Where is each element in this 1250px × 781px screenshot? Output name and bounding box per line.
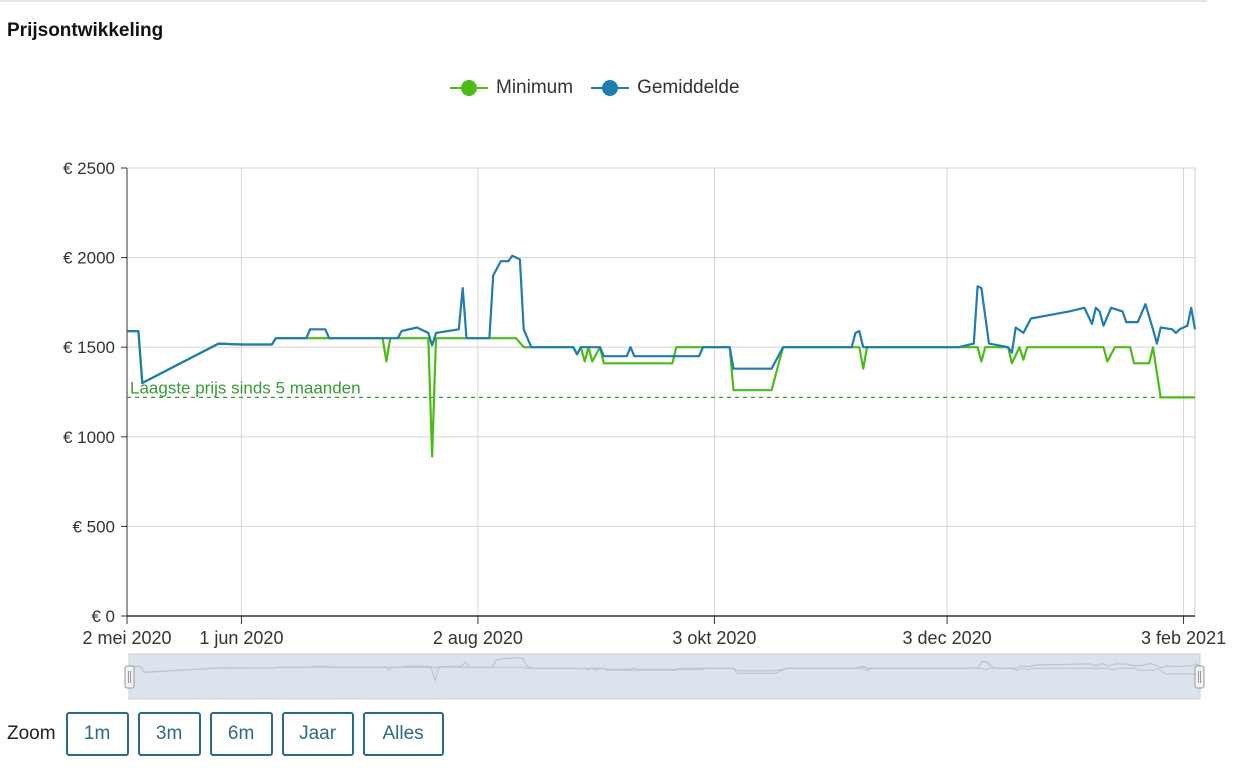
legend-item-gemiddelde[interactable]: Gemiddelde <box>591 76 740 100</box>
legend-item-minimum[interactable]: Minimum <box>450 76 573 100</box>
x-tick-label: 3 dec 2020 <box>903 628 992 648</box>
y-tick-label: € 2500 <box>63 159 115 178</box>
y-tick-label: € 2000 <box>63 249 115 268</box>
y-tick-label: € 1500 <box>63 338 115 357</box>
navigator-right-handle[interactable] <box>1194 665 1205 689</box>
y-tick-label: € 500 <box>72 517 115 536</box>
legend-marker-gemiddelde <box>602 80 619 96</box>
top-divider <box>0 0 1207 2</box>
legend-label-minimum: Minimum <box>496 77 574 98</box>
lowest-price-label: Laagste prijs sinds 5 maanden <box>130 378 361 397</box>
legend-marker-minimum <box>461 80 477 96</box>
x-tick-label: 2 aug 2020 <box>433 628 523 648</box>
navigator-left-handle[interactable] <box>124 665 135 689</box>
x-tick-label: 2 mei 2020 <box>82 628 171 648</box>
x-tick-label: 3 feb 2021 <box>1141 628 1226 648</box>
y-tick-label: € 1000 <box>63 428 115 447</box>
navigator-series <box>129 657 1201 674</box>
x-tick-label: 3 okt 2020 <box>672 628 756 648</box>
zoom-jaar-button[interactable]: Jaar <box>281 712 354 756</box>
page-title: Prijsontwikkeling <box>7 20 164 41</box>
legend-symbol-gemiddelde <box>591 76 630 100</box>
zoom-3m-button[interactable]: 3m <box>137 712 201 756</box>
navigator[interactable] <box>128 653 1201 700</box>
x-tick-label: 1 jun 2020 <box>199 628 283 648</box>
navigator-series-min <box>129 666 1200 683</box>
y-tick-label: € 0 <box>91 607 115 626</box>
zoom-6m-button[interactable]: 6m <box>209 712 273 756</box>
chart-legend: Minimum Gemiddelde <box>450 76 758 100</box>
legend-label-gemiddelde: Gemiddelde <box>637 77 740 98</box>
zoom-bar: Zoom 1m 3m 6m Jaar Alles <box>7 712 453 756</box>
legend-symbol-minimum <box>450 76 488 100</box>
zoom-alles-button[interactable]: Alles <box>362 712 444 756</box>
zoom-1m-button[interactable]: 1m <box>65 712 129 756</box>
series-line-gemiddelde <box>127 254 1197 385</box>
zoom-label: Zoom <box>7 723 56 744</box>
